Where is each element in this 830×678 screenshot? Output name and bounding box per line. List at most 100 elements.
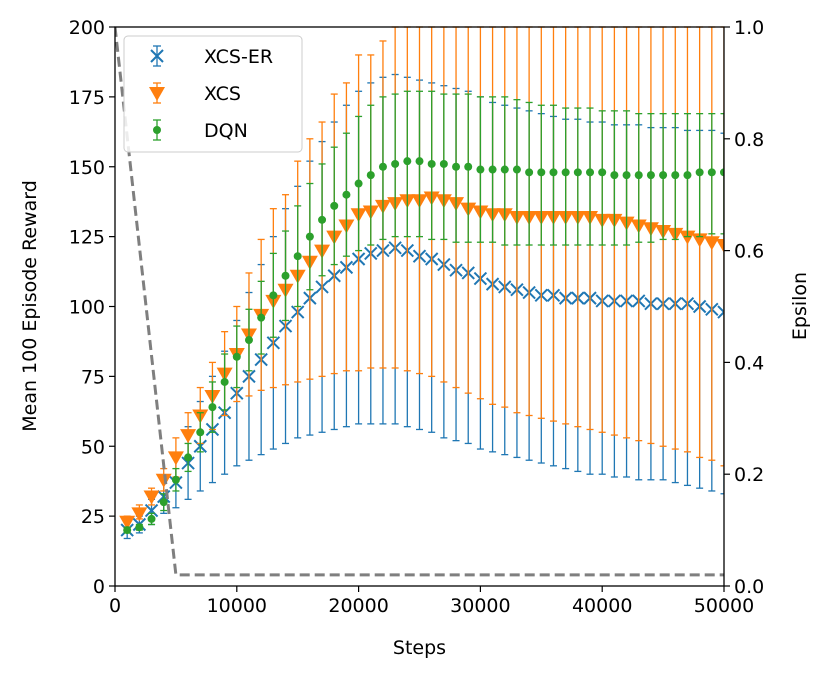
- point-dqn: [220, 377, 229, 386]
- point-dqn: [464, 162, 473, 171]
- legend-entry-xcs: XCS: [149, 82, 241, 105]
- point-dqn: [378, 162, 387, 171]
- y2-tick-label: 0.8: [734, 129, 764, 151]
- point-dqn: [659, 171, 668, 180]
- point-xcs-er: [717, 305, 724, 319]
- point-dqn: [622, 171, 631, 180]
- point-dqn: [646, 171, 655, 180]
- point-dqn: [671, 171, 680, 180]
- x-tick-label: 0: [109, 595, 121, 617]
- point-dqn: [573, 168, 582, 177]
- point-xcs: [155, 473, 172, 488]
- point-dqn: [707, 168, 716, 177]
- point-dqn: [634, 171, 643, 180]
- x-axis-label: Steps: [393, 637, 446, 659]
- y-tick-label: 75: [81, 366, 105, 388]
- point-xcs: [131, 507, 148, 522]
- point-dqn: [147, 514, 156, 523]
- error-bar-xcs-er: [720, 132, 724, 495]
- point-dqn: [586, 168, 595, 177]
- point-dqn: [257, 313, 266, 322]
- marker-stroke: [150, 49, 164, 63]
- y2-tick-label: 0.2: [734, 464, 764, 486]
- point-xcs: [703, 236, 720, 251]
- plot-clip-group: [115, 26, 724, 577]
- point-xcs: [180, 429, 197, 444]
- marker-stroke: [144, 503, 159, 518]
- point-dqn: [232, 352, 241, 361]
- point-dqn: [403, 157, 412, 166]
- point-dqn: [366, 171, 375, 180]
- point-dqn: [452, 162, 461, 171]
- point-xcs: [679, 230, 696, 245]
- marker-stroke: [717, 305, 724, 314]
- y2-tick-label: 0.0: [734, 576, 764, 598]
- point-xcs: [716, 239, 724, 254]
- x-tick-label: 20000: [328, 595, 388, 617]
- y2-tick-label: 1.0: [734, 17, 764, 39]
- point-dqn: [683, 171, 692, 180]
- y2-tick-label: 0.6: [734, 241, 764, 263]
- legend-box: [123, 35, 303, 153]
- y-tick-label: 150: [69, 157, 105, 179]
- point-dqn: [525, 168, 534, 177]
- point-dqn: [512, 165, 521, 174]
- legend-label-xcs: XCS: [204, 83, 241, 105]
- x-tick-label: 40000: [572, 595, 632, 617]
- point-dqn: [196, 428, 205, 437]
- legend-marker-dqn: [153, 126, 161, 134]
- error-bar-dqn: [720, 112, 724, 235]
- y-tick-label: 125: [69, 227, 105, 249]
- epsilon-line: [115, 26, 724, 577]
- y2-axis-label: Epsilon: [789, 272, 811, 340]
- point-dqn: [184, 453, 193, 462]
- legend-label-xcs-er: XCS-ER: [204, 46, 273, 68]
- y-axis-label: Mean 100 Episode Reward: [19, 180, 41, 432]
- point-dqn: [610, 171, 619, 180]
- series-dqn: [123, 90, 724, 535]
- point-xcs: [143, 490, 160, 505]
- point-dqn: [269, 291, 278, 300]
- point-dqn: [439, 159, 448, 168]
- legend-entry-dqn: DQN: [153, 119, 248, 142]
- point-dqn: [354, 179, 363, 188]
- error-bar-dqn: [598, 110, 606, 246]
- error-bar-dqn: [586, 107, 594, 246]
- legend-label-dqn: DQN: [204, 120, 248, 142]
- error-bar-dqn: [574, 107, 582, 246]
- point-dqn: [159, 498, 168, 507]
- point-dqn: [123, 526, 132, 535]
- point-dqn: [561, 168, 570, 177]
- point-dqn: [208, 403, 217, 412]
- point-dqn: [135, 523, 144, 532]
- y-tick-label: 175: [69, 87, 105, 109]
- point-dqn: [476, 165, 485, 174]
- y-tick-label: 0: [93, 576, 105, 598]
- point-xcs-er: [144, 503, 159, 518]
- point-dqn: [305, 232, 314, 241]
- legend-entry-xcs-er: XCS-ER: [150, 45, 273, 68]
- y-tick-label: 200: [69, 17, 105, 39]
- point-xcs: [119, 515, 136, 530]
- marker-stroke: [717, 310, 724, 319]
- point-dqn: [342, 190, 351, 199]
- legend: XCS-ER XCS DQN: [123, 35, 303, 153]
- x-tick-label: 50000: [694, 595, 754, 617]
- point-dqn: [171, 475, 180, 484]
- point-xcs: [167, 451, 184, 466]
- series-layer: [115, 26, 724, 577]
- point-dqn: [293, 252, 302, 261]
- point-dqn: [415, 157, 424, 166]
- point-dqn: [281, 271, 290, 280]
- point-dqn: [391, 159, 400, 168]
- point-dqn: [549, 168, 558, 177]
- point-dqn: [427, 159, 436, 168]
- y-tick-label: 25: [81, 506, 105, 528]
- x-tick-label: 30000: [450, 595, 510, 617]
- point-dqn: [537, 168, 546, 177]
- point-dqn: [598, 168, 607, 177]
- point-dqn: [330, 201, 339, 210]
- y2-tick-label: 0.4: [734, 352, 764, 374]
- axes-layer: 0 10000 20000 30000 40000 50000 0 25 50 75 100 125 1…: [69, 17, 764, 617]
